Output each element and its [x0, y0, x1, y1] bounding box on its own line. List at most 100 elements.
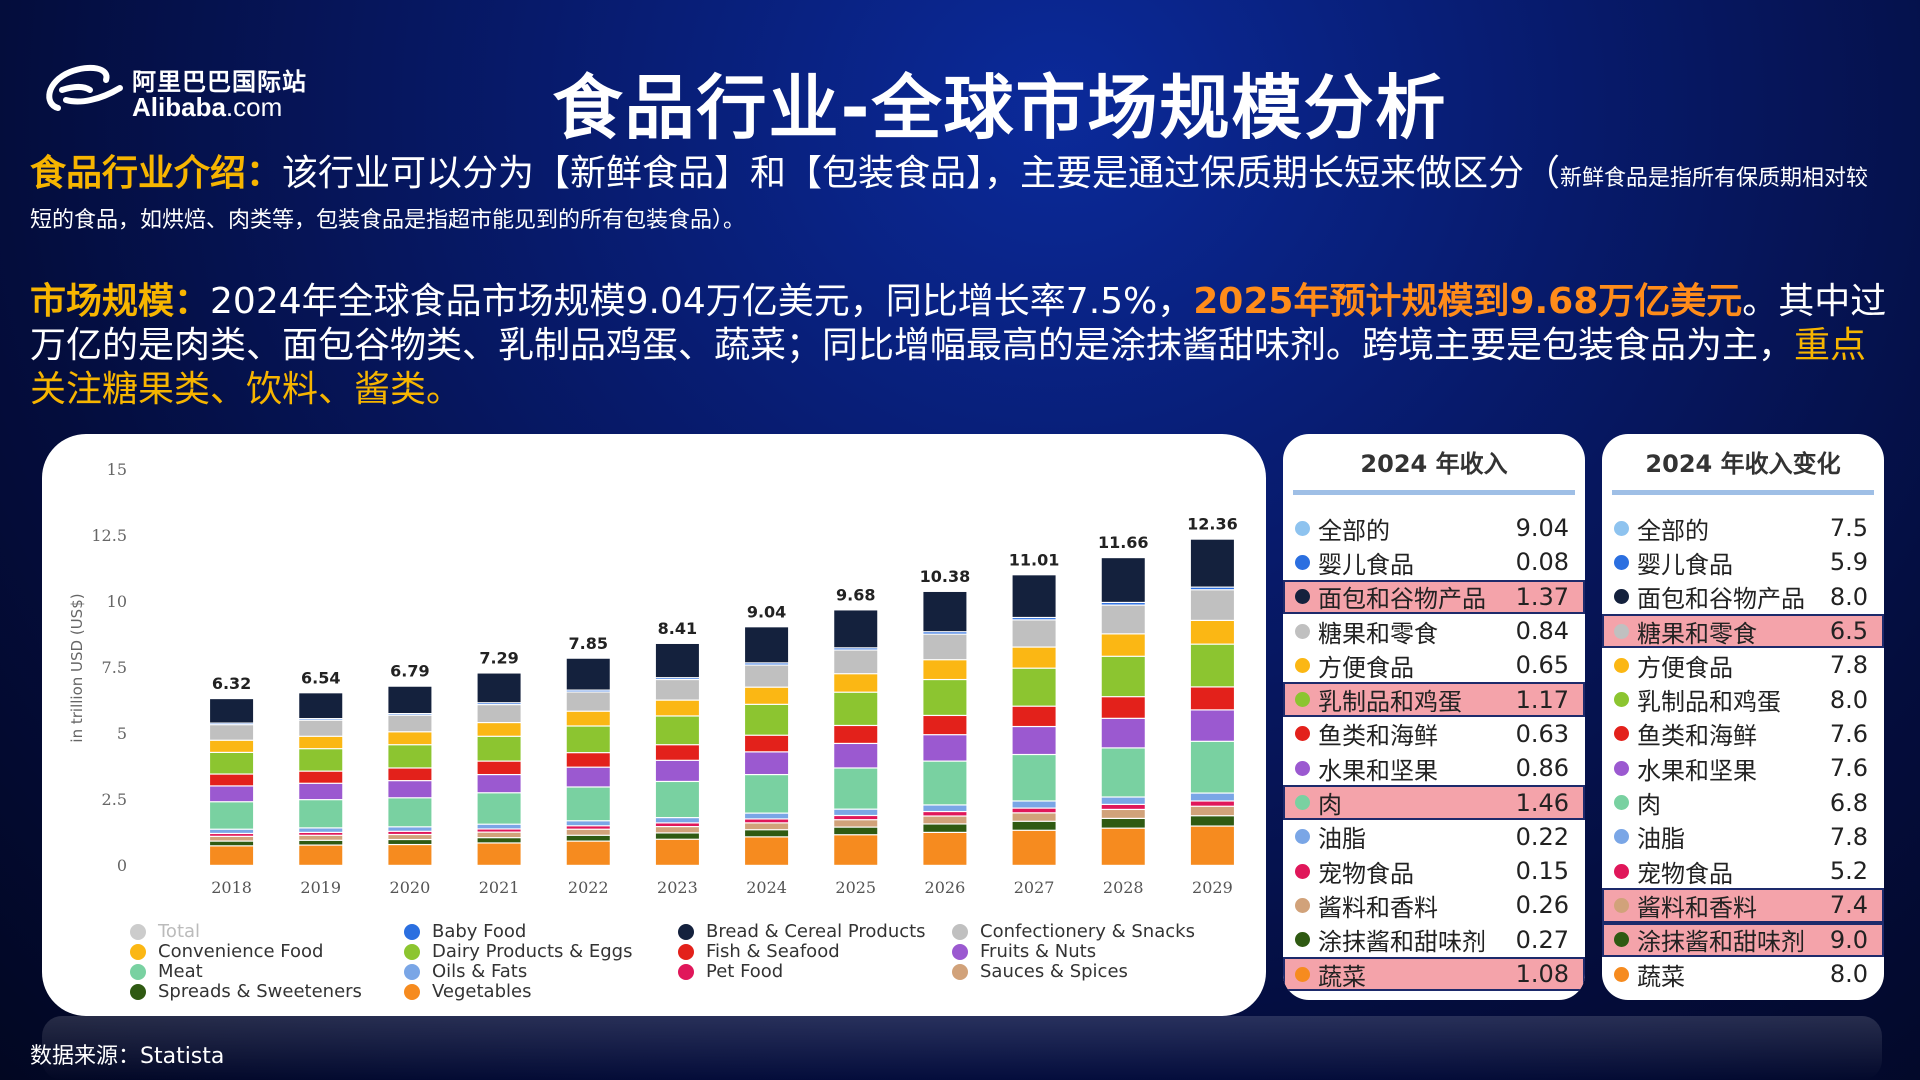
- intro-label: 食品行业介绍：: [30, 153, 283, 194]
- bar-segment-fish: [566, 753, 610, 767]
- x-tick-label: 2026: [925, 878, 966, 897]
- category-dot: [1614, 589, 1629, 605]
- legend-item-spreads[interactable]: Spreads & Sweeteners: [130, 982, 404, 1002]
- category-dot: [1295, 897, 1310, 913]
- category-name: 涂抹酱和甜味剂: [1637, 928, 1805, 957]
- x-tick-label: 2028: [1103, 878, 1144, 897]
- legend-dot: [404, 964, 420, 980]
- legend-item-convenience[interactable]: Convenience Food: [130, 942, 404, 962]
- legend-item-vegetables[interactable]: Vegetables: [404, 982, 678, 1002]
- y-tick-label: 5: [117, 724, 127, 743]
- bar-segment-baby: [477, 703, 521, 705]
- bar-segment-spreads: [1190, 816, 1234, 826]
- bar-segment-vegetables: [834, 835, 878, 865]
- legend-dot: [952, 964, 968, 980]
- total-data-label: 9.04: [747, 602, 786, 621]
- bar-segment-oils: [566, 821, 610, 826]
- category-value: 0.15: [1515, 857, 1569, 886]
- legend-item-oils[interactable]: Oils & Fats: [404, 962, 678, 982]
- category-name: 肉: [1318, 791, 1342, 820]
- category-dot: [1295, 829, 1310, 845]
- bar-segment-oils: [299, 828, 343, 832]
- category-dot: [1295, 589, 1310, 605]
- bar-segment-sauces: [1101, 810, 1145, 818]
- legend-dot: [404, 984, 420, 1000]
- category-name: 乳制品和鸡蛋: [1637, 688, 1781, 717]
- legend-label: Convenience Food: [158, 941, 324, 962]
- category-name: 全部的: [1318, 516, 1390, 545]
- category-dot: [1295, 760, 1310, 776]
- total-data-label: 11.01: [1009, 550, 1060, 569]
- category-dot: [1614, 966, 1629, 982]
- legend-item-confectionery[interactable]: Confectionery & Snacks: [952, 922, 1226, 942]
- category-value: 1.17: [1515, 685, 1569, 714]
- category-value: 7.8: [1829, 822, 1868, 851]
- intro-text: 该行业可以分为【新鲜食品】和【包装食品】，主要是通过保质期长短来做区分（: [282, 153, 1561, 194]
- bar-segment-baby: [834, 648, 878, 650]
- change-row: 涂抹酱和甜味剂 9.0: [1602, 922, 1884, 957]
- legend-dot: [678, 964, 694, 980]
- legend-item-bread[interactable]: Bread & Cereal Products: [678, 922, 952, 942]
- bar-segment-meat: [1190, 741, 1234, 793]
- bar-segment-sauces: [834, 820, 878, 827]
- bar-segment-sauces: [1190, 806, 1234, 816]
- bar-segment-convenience: [566, 711, 610, 726]
- bar-segment-pet: [299, 833, 343, 835]
- category-value: 6.5: [1829, 617, 1868, 646]
- legend-label: Baby Food: [432, 921, 527, 942]
- category-value: 7.6: [1829, 754, 1868, 783]
- category-name: 方便食品: [1318, 653, 1414, 682]
- legend-empty-cell: [952, 982, 1226, 1002]
- bar-segment-bread: [745, 627, 789, 663]
- y-tick-label: 10: [107, 592, 127, 611]
- bar-segment-baby: [1101, 603, 1145, 605]
- bar-segment-dairy: [1190, 644, 1234, 687]
- revenue-row: 水果和坚果 0.86: [1283, 751, 1585, 785]
- category-value: 7.5: [1829, 514, 1868, 543]
- legend-label: Confectionery & Snacks: [980, 921, 1195, 942]
- legend-item-meat[interactable]: Meat: [130, 962, 404, 982]
- change-row: 乳制品和鸡蛋 8.0: [1602, 682, 1884, 716]
- bar-segment-oils: [923, 805, 967, 811]
- legend-label: Vegetables: [432, 981, 532, 1002]
- legend-item-fruits[interactable]: Fruits & Nuts: [952, 942, 1226, 962]
- bar-segment-convenience: [923, 660, 967, 679]
- legend-item-fish[interactable]: Fish & Seafood: [678, 942, 952, 962]
- bar-segment-dairy: [655, 716, 699, 745]
- category-dot: [1614, 520, 1629, 536]
- total-data-label: 7.29: [479, 649, 518, 668]
- category-dot: [1295, 657, 1310, 673]
- revenue-row: 肉 1.46: [1283, 785, 1585, 820]
- legend-item-sauces[interactable]: Sauces & Spices: [952, 962, 1226, 982]
- bar-segment-vegetables: [299, 845, 343, 865]
- bar-segment-confectionery: [477, 705, 521, 722]
- revenue-row: 涂抹酱和甜味剂 0.27: [1283, 923, 1585, 957]
- legend-empty-cell: [678, 982, 952, 1002]
- bar-segment-oils: [834, 809, 878, 815]
- legend-item-total[interactable]: Total: [130, 922, 404, 942]
- total-data-label: 12.36: [1187, 515, 1238, 534]
- bar-segment-fish: [1012, 706, 1056, 726]
- bar-segment-confectionery: [834, 650, 878, 674]
- category-value: 0.65: [1515, 651, 1569, 680]
- category-name: 面包和谷物产品: [1318, 585, 1486, 614]
- change-table-title: 2024 年收入变化: [1612, 434, 1874, 495]
- bar-segment-oils: [477, 824, 521, 829]
- y-axis-label: in trillion USD (US$): [68, 593, 86, 742]
- page-title: 食品行业-全球市场规模分析: [552, 67, 1448, 149]
- bar-segment-spreads: [655, 833, 699, 839]
- bar-segment-dairy: [1012, 668, 1056, 706]
- legend-dot: [130, 984, 146, 1000]
- bar-segment-fruits: [834, 744, 878, 768]
- legend-item-dairy[interactable]: Dairy Products & Eggs: [404, 942, 678, 962]
- legend-item-baby[interactable]: Baby Food: [404, 922, 678, 942]
- legend-dot: [678, 944, 694, 960]
- bar-segment-bread: [1101, 558, 1145, 602]
- bar-segment-bread: [655, 643, 699, 678]
- category-name: 面包和谷物产品: [1637, 585, 1805, 614]
- change-row: 酱料和香料 7.4: [1602, 888, 1884, 923]
- x-tick-label: 2022: [568, 878, 609, 897]
- legend-item-pet[interactable]: Pet Food: [678, 962, 952, 982]
- change-row: 婴儿食品 5.9: [1602, 545, 1884, 579]
- bar-segment-bread: [566, 658, 610, 690]
